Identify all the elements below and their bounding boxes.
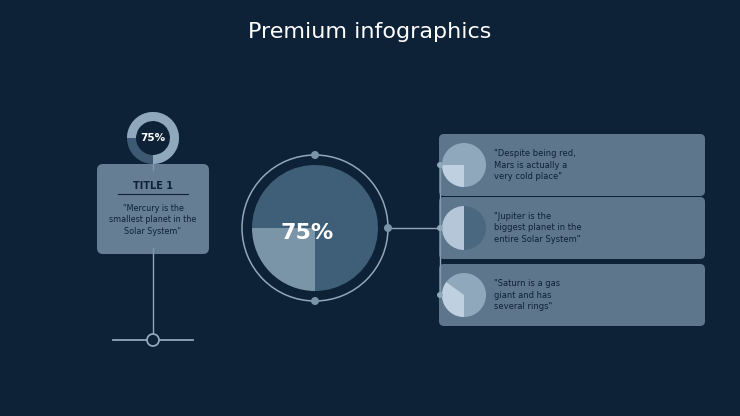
Wedge shape xyxy=(442,273,486,317)
Text: Premium infographics: Premium infographics xyxy=(249,22,491,42)
Wedge shape xyxy=(127,112,179,164)
Wedge shape xyxy=(442,282,464,317)
Circle shape xyxy=(437,225,443,231)
Text: TITLE 1: TITLE 1 xyxy=(133,181,173,191)
Text: 75%: 75% xyxy=(280,223,334,243)
Text: "Mercury is the
smallest planet in the
Solar System": "Mercury is the smallest planet in the S… xyxy=(110,204,197,236)
Text: 75%: 75% xyxy=(141,133,166,143)
Wedge shape xyxy=(252,165,378,291)
FancyBboxPatch shape xyxy=(439,134,705,196)
FancyBboxPatch shape xyxy=(97,164,209,254)
Circle shape xyxy=(311,151,319,159)
Text: "Despite being red,
Mars is actually a
very cold place": "Despite being red, Mars is actually a v… xyxy=(494,149,576,181)
Wedge shape xyxy=(252,228,315,291)
Wedge shape xyxy=(442,206,486,250)
Wedge shape xyxy=(442,206,464,250)
Wedge shape xyxy=(442,143,486,187)
Circle shape xyxy=(147,334,159,346)
Circle shape xyxy=(384,224,392,232)
Circle shape xyxy=(437,162,443,168)
FancyBboxPatch shape xyxy=(439,264,705,326)
Text: "Jupiter is the
biggest planet in the
entire Solar System": "Jupiter is the biggest planet in the en… xyxy=(494,212,582,244)
Wedge shape xyxy=(127,112,179,164)
Circle shape xyxy=(437,292,443,298)
FancyBboxPatch shape xyxy=(439,197,705,259)
Wedge shape xyxy=(442,165,464,187)
Circle shape xyxy=(311,297,319,305)
Text: "Saturn is a gas
giant and has
several rings": "Saturn is a gas giant and has several r… xyxy=(494,279,560,311)
